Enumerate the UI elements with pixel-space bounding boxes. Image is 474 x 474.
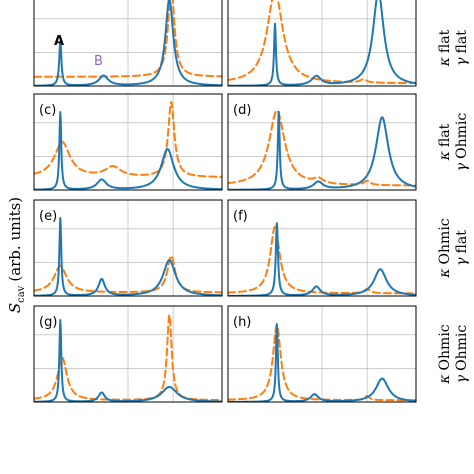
spectrum-curves	[34, 100, 222, 190]
subplot-frame	[33, 93, 223, 191]
subplot-frame	[33, 0, 223, 87]
subplot-h: (h)	[227, 305, 417, 403]
row-label-kappa: κ Ohmic	[437, 324, 453, 384]
row-label-gamma: γ flat	[454, 30, 470, 66]
peak-label-a: A	[54, 34, 64, 49]
kappa-profile: Ohmic	[437, 218, 453, 264]
kappa-symbol: κ	[437, 57, 453, 67]
spectrum-curves	[34, 0, 222, 86]
solid-series-line	[34, 110, 222, 190]
spectrum-curves	[34, 314, 222, 402]
spectrum-curves	[34, 217, 222, 296]
subplot-g: (g)	[33, 305, 223, 403]
row-label-gamma: γ flat	[454, 230, 470, 266]
subplot-f: (f)	[227, 199, 417, 297]
row-label-gamma: γ Ohmic	[454, 113, 470, 172]
gamma-profile: flat	[454, 230, 470, 254]
panel-label: (c)	[39, 103, 56, 118]
dashed-series-line	[228, 0, 416, 85]
solid-series-line	[228, 0, 416, 86]
kappa-profile: Ohmic	[437, 324, 453, 370]
panel-label: (e)	[39, 209, 57, 224]
row-label-kappa: κ flat	[437, 29, 453, 67]
y-axis-subscript: cav	[16, 285, 27, 303]
gamma-symbol: γ	[454, 374, 470, 383]
panel-label: (g)	[39, 315, 57, 330]
dashed-series-line	[34, 254, 222, 294]
panel-label: (d)	[233, 103, 251, 118]
solid-series-line	[34, 217, 222, 296]
kappa-symbol: κ	[437, 268, 453, 278]
kappa-profile: flat	[437, 29, 453, 53]
spectrum-curves	[228, 109, 416, 190]
subplot-d: (d)	[227, 93, 417, 191]
gamma-symbol: γ	[454, 57, 470, 66]
peak-label-b: B	[94, 54, 103, 69]
solid-series-line	[34, 319, 222, 402]
subplot-e: (e)	[33, 199, 223, 297]
subplot-frame	[33, 199, 223, 297]
gamma-symbol: γ	[454, 162, 470, 171]
dashed-series-line	[34, 0, 222, 78]
row-label-gamma: γ Ohmic	[454, 325, 470, 384]
solid-series-line	[228, 222, 416, 296]
spectrum-curves	[228, 0, 416, 86]
y-axis-label: Scav (arb. units)	[6, 197, 27, 313]
row-label-kappa: κ Ohmic	[437, 218, 453, 278]
subplot-b	[227, 0, 417, 87]
dashed-series-line	[34, 100, 222, 178]
solid-series-line	[34, 0, 222, 86]
y-axis-symbol: S	[6, 303, 24, 313]
subplot-a: AB	[33, 0, 223, 87]
gamma-profile: flat	[454, 30, 470, 54]
subplot-frame	[227, 93, 417, 191]
gamma-profile: Ohmic	[454, 113, 470, 159]
subplot-frame	[227, 199, 417, 297]
subplot-c: (c)	[33, 93, 223, 191]
kappa-symbol: κ	[437, 151, 453, 161]
dashed-series-line	[228, 109, 416, 187]
subplot-frame	[227, 0, 417, 87]
kappa-symbol: κ	[437, 374, 453, 384]
row-label-kappa: κ flat	[437, 123, 453, 161]
subplot-frame	[33, 305, 223, 403]
subplot-grid: AB(c) (d)(e) (f)(g) (h)	[33, 0, 417, 403]
subplot-frame	[227, 305, 417, 403]
kappa-profile: flat	[437, 123, 453, 147]
y-axis-units: (arb. units)	[6, 197, 24, 282]
solid-series-line	[228, 110, 416, 190]
panel-label: (f)	[233, 209, 248, 224]
panel-label: (h)	[233, 315, 251, 330]
spectrum-curves	[228, 222, 416, 296]
gamma-profile: Ohmic	[454, 325, 470, 371]
gamma-symbol: γ	[454, 257, 470, 266]
